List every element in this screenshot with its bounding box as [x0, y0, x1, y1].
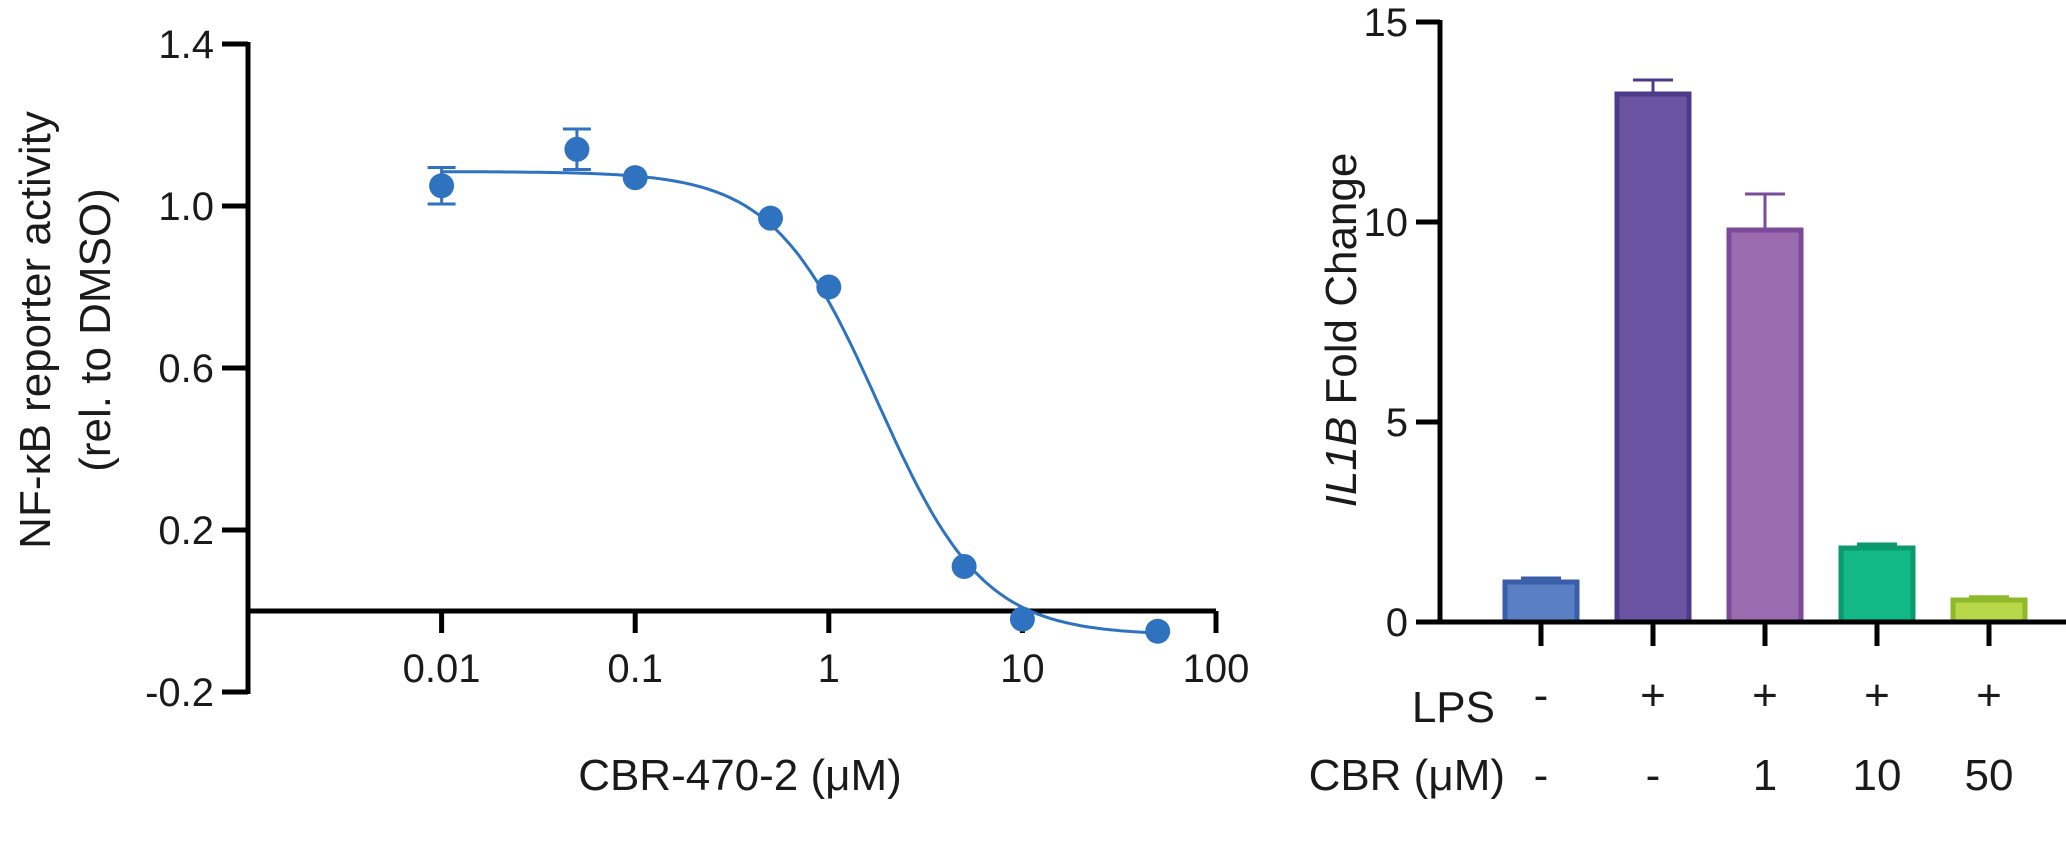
y-axis-title-line1: NF-κB reporter activity — [11, 111, 60, 549]
y-axis-title-line2: (rel. to DMSO) — [71, 188, 120, 472]
right-y-axis: 0 5 10 15 — [1364, 1, 1443, 645]
lps-value: + — [1640, 671, 1666, 720]
bar — [1502, 579, 1580, 625]
y-tick-label: 1.0 — [158, 185, 214, 229]
x-tick-label: 1 — [818, 647, 840, 691]
row-label-lps: LPS — [1412, 683, 1495, 732]
left-x-axis: 0.01 0.1 1 10 100 — [248, 608, 1250, 691]
data-point — [1145, 618, 1171, 644]
data-point — [951, 553, 977, 579]
y-axis-title-italic: IL1B — [1317, 417, 1366, 508]
lps-value: + — [1976, 671, 2002, 720]
lps-value: + — [1752, 671, 1778, 720]
data-point — [758, 205, 784, 231]
il1b-bar-chart: 0 5 10 15 IL1B Fold Change LPS CBR (μM) - - +… — [1309, 1, 2066, 800]
y-tick-label: 0.6 — [158, 347, 214, 391]
cbr-value: - — [1646, 751, 1661, 800]
condition-rows: - - + - +1 +10 +50 — [1534, 671, 2014, 800]
bar — [1950, 597, 2028, 625]
row-label-cbr: CBR (μM) — [1309, 751, 1505, 800]
fit-curve — [441, 170, 1158, 635]
x-axis-title: CBR-470-2 (μM) — [578, 751, 902, 800]
cbr-value: 50 — [1965, 751, 2014, 800]
right-x-axis — [1440, 619, 2066, 646]
data-point — [816, 274, 842, 300]
data-point — [1009, 606, 1035, 632]
dose-response-chart: -0.2 0.2 0.6 1.0 1.4 0.01 0.1 1 10 100 CBR-470-2… — [11, 23, 1249, 800]
data-point — [429, 173, 455, 199]
cbr-value: 10 — [1853, 751, 1902, 800]
data-points — [427, 127, 1171, 644]
bars — [1502, 78, 2028, 625]
y-tick-label: 10 — [1364, 201, 1409, 245]
lps-value: + — [1864, 671, 1890, 720]
y-axis-title-rest: Fold Change — [1317, 153, 1366, 417]
y-tick-label: 0 — [1386, 601, 1408, 645]
bar — [1726, 227, 1804, 625]
x-tick-label: 100 — [1183, 647, 1250, 691]
y-tick-label: 1.4 — [158, 23, 214, 67]
x-tick-label: 0.1 — [607, 647, 663, 691]
y-tick-label: 15 — [1364, 1, 1409, 45]
bar — [1614, 91, 1692, 625]
cbr-value: 1 — [1753, 751, 1777, 800]
x-tick-label: 10 — [1000, 647, 1045, 691]
y-tick-label: 0.2 — [158, 509, 214, 553]
data-point — [564, 136, 590, 162]
y-tick-label: -0.2 — [145, 671, 214, 715]
right-y-axis-title: IL1B Fold Change — [1317, 153, 1366, 508]
y-tick-label: 5 — [1386, 401, 1408, 445]
lps-value: - — [1534, 671, 1549, 720]
left-y-axis: -0.2 0.2 0.6 1.0 1.4 — [145, 23, 251, 715]
bar — [1838, 545, 1916, 625]
cbr-value: - — [1534, 751, 1549, 800]
data-point — [622, 165, 648, 191]
x-tick-label: 0.01 — [403, 647, 481, 691]
